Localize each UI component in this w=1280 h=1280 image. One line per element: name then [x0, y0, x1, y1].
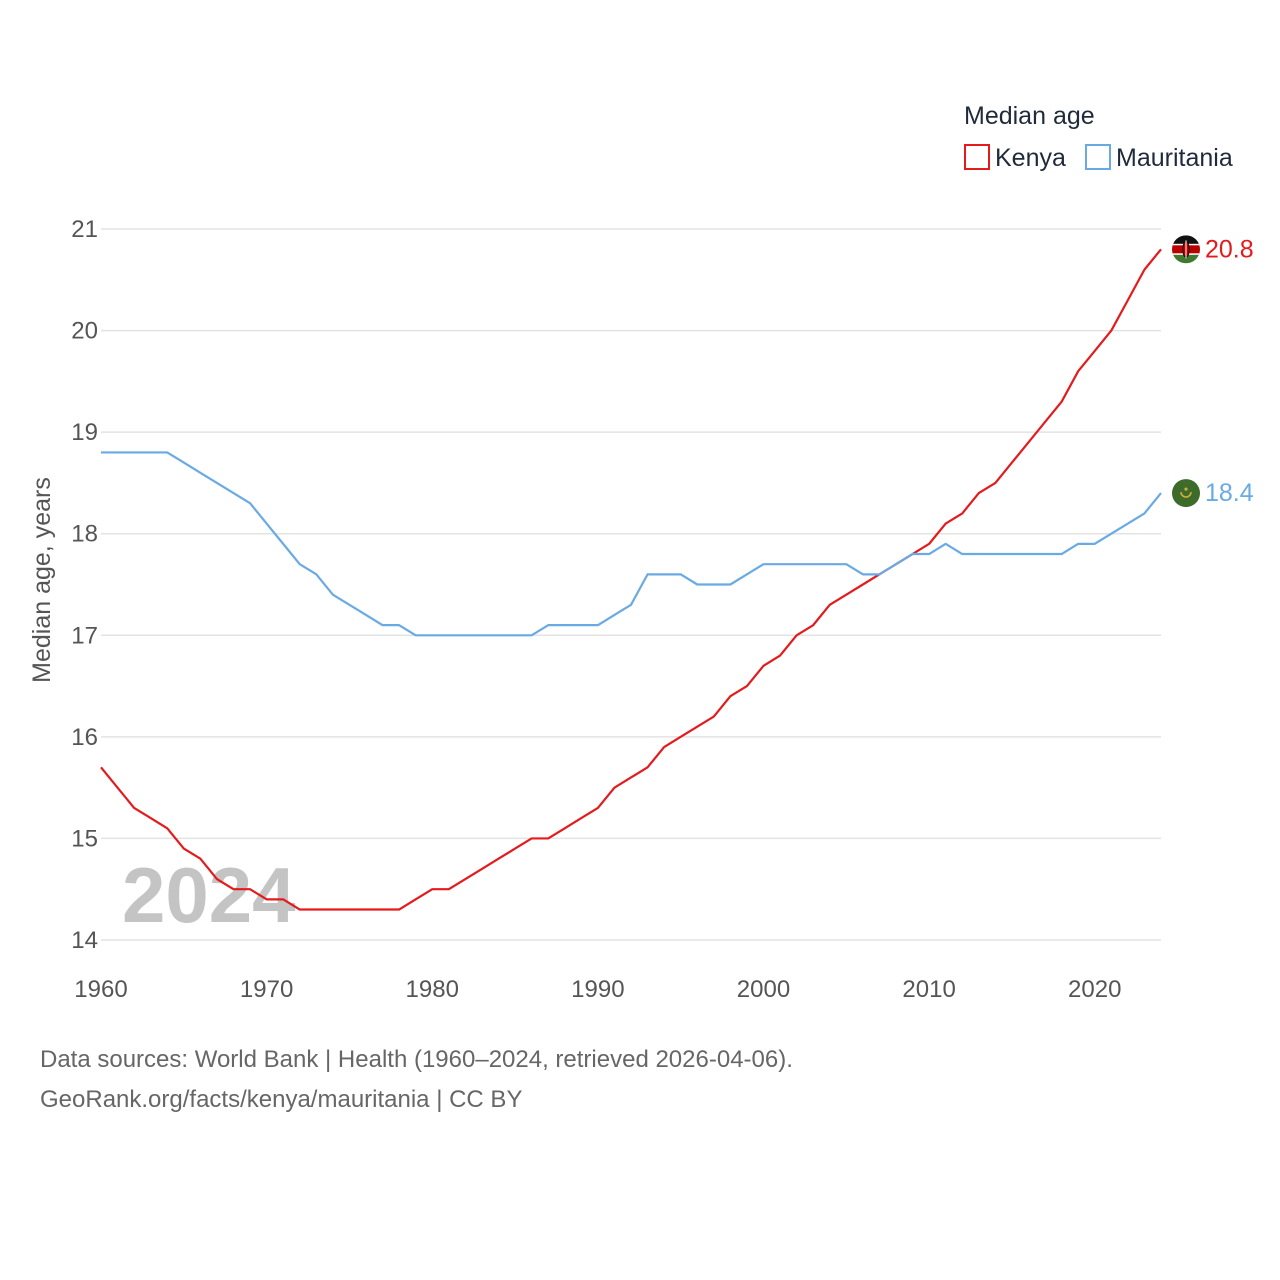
x-tick-label: 2010 — [902, 976, 955, 1003]
end-label-mauritania: 18.4 — [1205, 479, 1254, 507]
gridlines — [101, 228, 1161, 941]
y-tick-label: 15 — [71, 825, 98, 852]
y-tick-label: 17 — [71, 622, 98, 649]
x-axis-ticks: 1960 1970 1980 1990 2000 2010 2020 — [74, 976, 1121, 1003]
end-label-kenya: 20.8 — [1205, 235, 1254, 263]
year-watermark: 2024 — [122, 851, 296, 939]
y-tick-label: 19 — [71, 419, 98, 446]
y-axis-label: Median age, years — [28, 477, 56, 683]
x-tick-label: 1980 — [406, 976, 459, 1003]
legend-label-kenya: Kenya — [995, 144, 1066, 172]
y-tick-label: 20 — [71, 318, 98, 345]
series-end-labels: 20.8 18.4 — [1172, 235, 1254, 508]
legend-swatch-kenya — [964, 144, 990, 170]
x-tick-label: 2000 — [737, 976, 790, 1003]
kenya-flag-icon — [1172, 235, 1200, 264]
footer-sources: Data sources: World Bank | Health (1960–… — [40, 1046, 793, 1073]
series-lines — [100, 248, 1162, 911]
y-tick-label: 21 — [71, 216, 98, 243]
mauritania-flag-icon — [1172, 479, 1200, 508]
legend-item-kenya[interactable]: Kenya — [964, 144, 1066, 172]
y-axis-ticks: 14 15 16 17 18 19 20 21 — [71, 216, 98, 954]
y-tick-label: 14 — [71, 927, 98, 954]
x-tick-label: 1960 — [74, 976, 127, 1003]
y-tick-label: 16 — [71, 724, 98, 751]
series-line-mauritania[interactable] — [101, 451, 1162, 637]
footer-attribution: GeoRank.org/facts/kenya/mauritania | CC … — [40, 1086, 523, 1113]
legend-title: Median age — [964, 102, 1095, 130]
x-tick-label: 1970 — [240, 976, 293, 1003]
x-tick-label: 1990 — [571, 976, 624, 1003]
legend-label-mauritania: Mauritania — [1116, 144, 1233, 172]
series-line-kenya[interactable] — [100, 248, 1162, 911]
legend-item-mauritania[interactable]: Mauritania — [1085, 144, 1233, 172]
legend-swatch-mauritania — [1085, 144, 1111, 170]
legend: Median age Kenya Mauritania — [964, 102, 1233, 172]
y-tick-label: 18 — [71, 521, 98, 548]
x-tick-label: 2020 — [1068, 976, 1121, 1003]
